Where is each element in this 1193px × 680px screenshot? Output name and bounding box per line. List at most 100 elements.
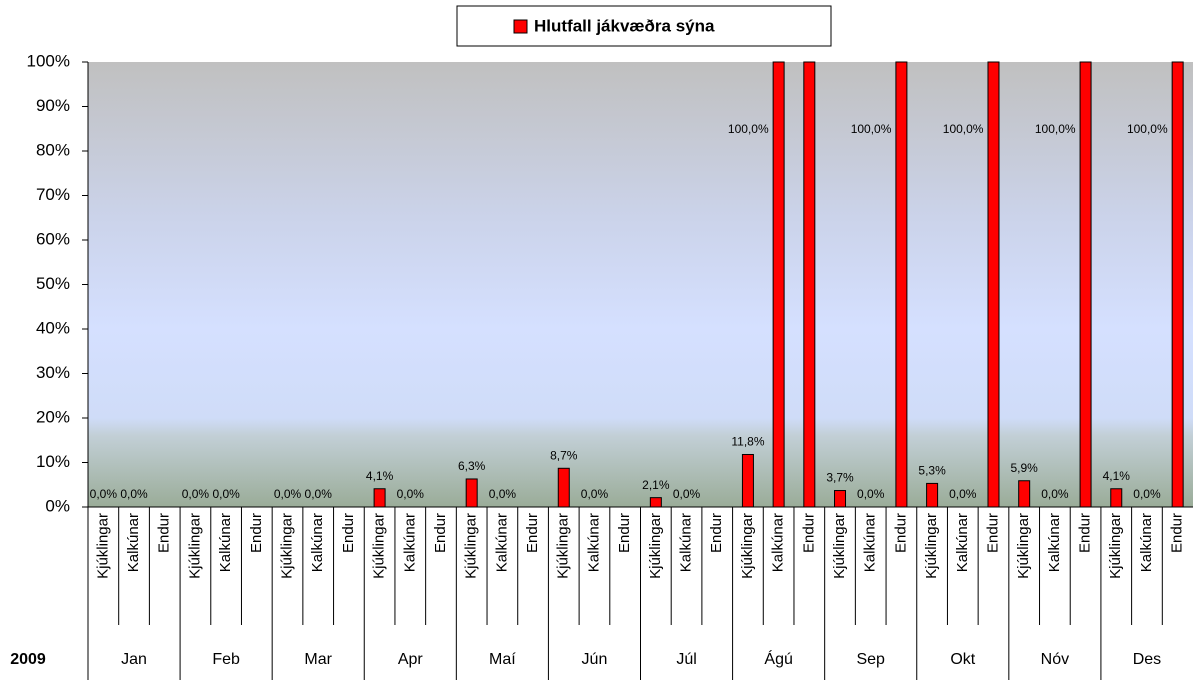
data-label: 0,0% (949, 487, 977, 501)
bar (1171, 61, 1184, 508)
x-tick-label: Endur (156, 513, 173, 553)
bar (834, 490, 847, 508)
y-tick-label: 50% (36, 274, 70, 293)
data-label: 0,0% (90, 487, 118, 501)
group-label: Apr (398, 651, 424, 668)
group-label: Júl (676, 651, 696, 668)
x-tick-label: Endur (524, 513, 541, 553)
x-tick-label: Kalkúnar (678, 513, 695, 572)
y-tick-label: 100% (27, 51, 70, 70)
x-tick-label: Kjúklingar (739, 513, 756, 579)
x-tick-label: Endur (432, 513, 449, 553)
x-tick-label: Kalkúnar (493, 513, 510, 572)
data-label: 100,0% (851, 122, 892, 136)
data-label: 6,3% (458, 459, 486, 473)
x-tick-label: Kjúklingar (831, 513, 848, 579)
data-label: 0,0% (489, 487, 517, 501)
group-label: Mar (304, 651, 332, 668)
x-tick-label: Kjúklingar (555, 513, 572, 579)
bar (649, 497, 662, 508)
x-tick-label: Endur (1077, 513, 1094, 553)
data-label: 100,0% (728, 122, 769, 136)
data-label: 0,0% (1041, 487, 1069, 501)
group-label: Ágú (764, 649, 792, 668)
data-label: 2,1% (642, 478, 670, 492)
data-label: 11,8% (731, 435, 764, 449)
data-label: 0,0% (1133, 487, 1161, 501)
group-label: Nóv (1041, 651, 1069, 668)
y-tick-label: 80% (36, 140, 70, 159)
data-label: 8,7% (550, 448, 578, 462)
bar (987, 61, 1000, 508)
x-tick-label: Kalkúnar (954, 513, 971, 572)
x-tick-label: Kalkúnar (585, 513, 602, 572)
data-label: 4,1% (366, 469, 394, 483)
data-label: 5,3% (918, 464, 946, 478)
group-label: Jún (582, 651, 608, 668)
bar (557, 467, 570, 508)
bar (465, 478, 478, 508)
x-tick-label: Kjúklingar (463, 513, 480, 579)
data-label: 0,0% (305, 487, 333, 501)
y-tick-label: 70% (36, 185, 70, 204)
x-tick-label: Kjúklingar (1015, 513, 1032, 579)
x-tick-label: Endur (248, 513, 265, 553)
x-tick-label: Kalkúnar (401, 513, 418, 572)
x-tick-label: Kalkúnar (862, 513, 879, 572)
data-label: 100,0% (1127, 122, 1168, 136)
data-label: 0,0% (212, 487, 240, 501)
legend-label: Hlutfall jákvæðra sýna (534, 16, 715, 35)
y-tick-label: 40% (36, 318, 70, 337)
x-tick-label: Kalkúnar (770, 513, 787, 572)
data-label: 4,1% (1103, 469, 1131, 483)
x-tick-label: Endur (800, 513, 817, 553)
y-tick-label: 20% (36, 407, 70, 426)
x-tick-label: Kjúklingar (278, 513, 295, 579)
x-tick-label: Kalkúnar (125, 513, 142, 572)
legend-swatch (513, 19, 528, 34)
x-tick-label: Endur (1169, 513, 1186, 553)
group-label: Des (1133, 651, 1161, 668)
bar (1110, 488, 1123, 508)
x-tick-label: Kalkúnar (309, 513, 326, 572)
x-tick-label: Kalkúnar (1046, 513, 1063, 572)
group-label: Maí (489, 651, 516, 668)
group-label: Jan (121, 651, 147, 668)
group-label: Sep (856, 651, 885, 668)
bar (741, 453, 754, 508)
group-label: Feb (212, 651, 240, 668)
x-tick-label: Kalkúnar (217, 513, 234, 572)
data-label: 100,0% (943, 122, 984, 136)
data-label: 0,0% (182, 487, 210, 501)
data-label: 0,0% (397, 487, 425, 501)
data-label: 0,0% (673, 487, 701, 501)
y-tick-label: 30% (36, 363, 70, 382)
data-label: 3,7% (826, 471, 854, 485)
bar (373, 488, 386, 508)
x-tick-label: Endur (984, 513, 1001, 553)
bar (926, 482, 939, 508)
x-tick-label: Endur (708, 513, 725, 553)
x-tick-label: Endur (616, 513, 633, 553)
x-tick-label: Kjúklingar (923, 513, 940, 579)
plot-area (88, 62, 1193, 507)
group-title: 2009 (10, 651, 46, 668)
data-label: 5,9% (1011, 461, 1039, 475)
y-tick-label: 90% (36, 96, 70, 115)
bar (772, 61, 785, 508)
y-tick-label: 10% (36, 452, 70, 471)
bar (803, 61, 816, 508)
data-label: 0,0% (120, 487, 148, 501)
x-tick-label: Kjúklingar (186, 513, 203, 579)
x-tick-label: Kjúklingar (371, 513, 388, 579)
data-label: 0,0% (857, 487, 885, 501)
x-tick-label: Kalkúnar (1138, 513, 1155, 572)
x-tick-label: Endur (892, 513, 909, 553)
bar (895, 61, 908, 508)
x-tick-label: Kjúklingar (647, 513, 664, 579)
group-label: Okt (950, 651, 975, 668)
x-tick-label: Kjúklingar (1107, 513, 1124, 579)
data-label: 0,0% (581, 487, 609, 501)
y-tick-label: 60% (36, 229, 70, 248)
